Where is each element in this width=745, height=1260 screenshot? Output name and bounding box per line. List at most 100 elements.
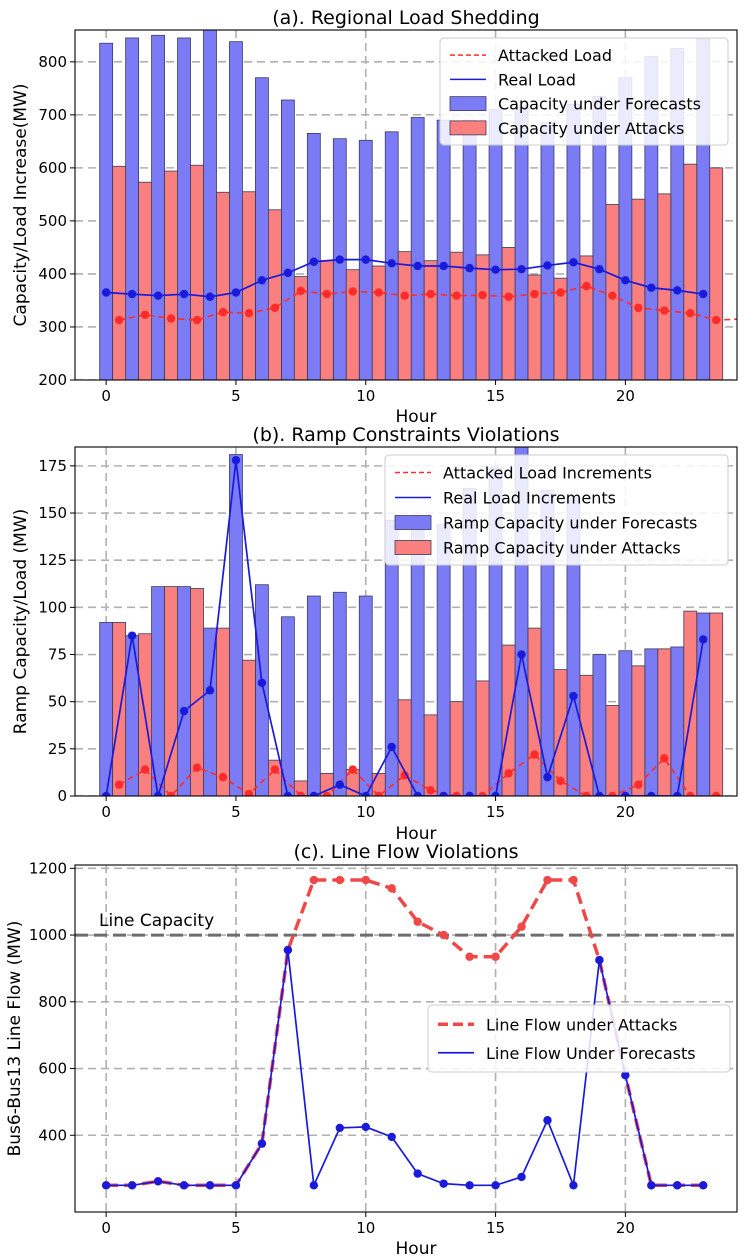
line-series-1	[101, 255, 708, 301]
legend-box	[427, 1004, 731, 1073]
data-point	[569, 691, 578, 701]
legend-label: Attacked Load Increments	[443, 464, 652, 483]
plot-area	[75, 30, 737, 380]
data-point	[660, 754, 669, 763]
bar	[319, 260, 334, 380]
y-tick-label: 1000	[29, 926, 67, 944]
data-point	[374, 288, 383, 297]
y-tick-label: 300	[38, 318, 67, 336]
y-tick-label: 0	[57, 787, 67, 805]
bar	[293, 276, 308, 380]
bar	[306, 133, 321, 380]
y-tick-label: 800	[38, 53, 67, 71]
bar	[449, 251, 464, 380]
bar	[332, 591, 347, 796]
bar	[709, 612, 724, 796]
data-point	[153, 1177, 163, 1186]
data-point	[192, 315, 202, 325]
y-tick-label: 75	[48, 646, 67, 664]
data-point	[114, 780, 124, 789]
data-point	[348, 287, 357, 296]
bar	[423, 714, 438, 796]
y-tick-label: 700	[38, 106, 67, 124]
bar	[164, 170, 178, 380]
data-point	[387, 742, 396, 752]
legend-item: Ramp Capacity under Attacks	[394, 539, 681, 558]
data-point	[231, 456, 241, 465]
data-point	[478, 290, 487, 300]
bar	[229, 41, 243, 380]
legend-label: Line Flow Under Forecasts	[486, 1044, 696, 1063]
bar	[657, 193, 672, 380]
data-point	[101, 791, 111, 796]
data-point	[426, 786, 435, 795]
data-point	[569, 1181, 578, 1190]
bar	[190, 164, 204, 380]
legend-item: Capacity under Forecasts	[449, 95, 701, 114]
bar	[319, 772, 334, 796]
data-point	[179, 289, 189, 299]
data-point	[400, 291, 409, 300]
legend-swatch	[449, 120, 487, 136]
data-point	[244, 789, 254, 796]
y-tick-label: 50	[48, 693, 67, 711]
data-point	[582, 791, 591, 796]
data-point	[686, 791, 695, 796]
legend-swatch	[449, 96, 487, 112]
line-series-1	[101, 945, 708, 1190]
bar	[177, 37, 191, 380]
data-point	[608, 791, 617, 796]
data-point	[595, 791, 604, 796]
data-point	[569, 258, 578, 267]
data-point	[673, 791, 682, 796]
y-tick-label: 600	[38, 159, 67, 177]
data-point	[296, 791, 306, 796]
data-point	[621, 276, 630, 285]
bar	[255, 77, 269, 380]
legend-box	[439, 37, 729, 146]
legend-item: Attacked Load	[450, 46, 612, 65]
data-point	[465, 952, 474, 961]
bar	[280, 99, 295, 380]
data-point	[296, 286, 306, 296]
data-point	[257, 276, 267, 285]
bar-series-1	[112, 163, 724, 380]
x-tick-label: 0	[101, 1219, 111, 1237]
bar	[216, 627, 230, 796]
data-point	[426, 289, 435, 299]
bar	[657, 648, 672, 796]
data-point	[361, 255, 370, 264]
data-point	[309, 875, 319, 885]
data-point	[101, 288, 111, 297]
y-tick-label: 25	[48, 740, 67, 758]
x-tick-label: 10	[356, 387, 375, 405]
x-tick-label: 5	[231, 1219, 241, 1237]
data-point	[205, 686, 215, 695]
legend-label: Real Load	[498, 70, 576, 89]
chart-title: (c). Line Flow Violations	[293, 841, 518, 863]
data-point	[140, 310, 150, 319]
y-tick-label: 1200	[29, 859, 67, 877]
y-axis-label: Bus6-Bus13 Line Flow (MW)	[5, 921, 25, 1157]
data-point	[413, 1169, 422, 1178]
data-point	[322, 791, 332, 796]
bar	[99, 42, 114, 380]
chart-title: (a). Regional Load Shedding	[272, 7, 539, 29]
bar	[644, 648, 659, 796]
bar	[410, 117, 425, 380]
data-point	[595, 955, 604, 965]
data-point	[478, 791, 487, 796]
capacity-label: Line Capacity	[99, 911, 214, 931]
data-point	[556, 776, 565, 786]
data-point	[517, 264, 526, 274]
data-point	[517, 1172, 526, 1182]
bar	[216, 191, 230, 380]
data-point	[634, 303, 643, 313]
data-point	[439, 791, 448, 796]
data-point	[192, 763, 202, 772]
bar	[423, 260, 438, 380]
data-point	[465, 791, 474, 796]
data-point	[387, 1132, 396, 1142]
plot-frame	[74, 864, 738, 1213]
data-point	[140, 765, 150, 774]
